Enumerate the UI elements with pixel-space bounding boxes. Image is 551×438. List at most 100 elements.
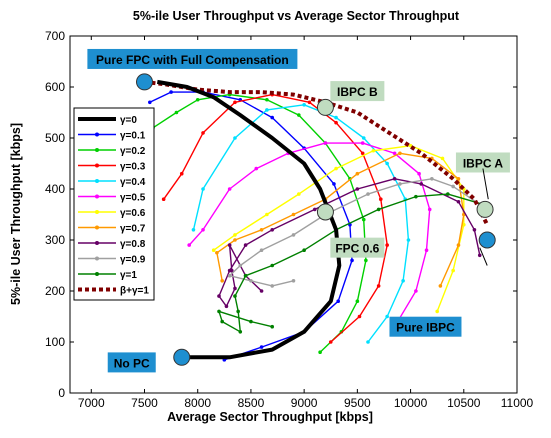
data-point (238, 330, 243, 334)
legend-marker (95, 210, 99, 214)
annotation-box (455, 152, 510, 173)
y-tick-label: 600 (45, 80, 65, 94)
data-point (456, 199, 461, 204)
marker-pure-fpc-with-full-compensation (136, 73, 153, 91)
data-point (328, 340, 333, 344)
data-point (201, 228, 205, 232)
annotation-ibpc-b: IBPC B (330, 81, 385, 102)
data-point (350, 258, 354, 263)
data-point (201, 187, 205, 191)
data-point (233, 238, 237, 242)
legend-item-0-1: γ=0.1 (78, 131, 146, 142)
x-tick-label: 7000 (78, 396, 105, 410)
data-point (233, 136, 237, 140)
x-tick-label: 10500 (447, 396, 481, 410)
data-point (385, 161, 389, 166)
legend-item-1: γ=1 (78, 270, 137, 281)
y-tick-label: 300 (45, 233, 65, 247)
chart-title: 5%-ile User Throughput vs Average Sector… (133, 9, 460, 23)
data-point (378, 197, 383, 201)
data-point (406, 238, 411, 242)
data-point (364, 258, 368, 263)
series-0-8 (217, 177, 482, 309)
x-tick-label: 9000 (291, 396, 318, 410)
x-tick-label: 7500 (131, 396, 158, 410)
legend: γ=0 γ=0.1 γ=0.2 γ=0.3 γ=0.4 γ=0.5 γ=0.6 γ=0.7 γ=… (73, 107, 155, 301)
data-point (233, 286, 237, 291)
data-point (424, 248, 429, 252)
annotation-pure-ibpc: Pure IBPC (389, 316, 462, 337)
data-point (236, 309, 240, 314)
data-point (312, 207, 317, 212)
legend-marker (95, 225, 99, 230)
marker-pure-ibpc (478, 231, 496, 249)
data-point (233, 100, 237, 105)
data-point (270, 263, 275, 268)
operating-point-markers (136, 73, 496, 366)
data-point (220, 279, 224, 283)
data-point (220, 319, 224, 324)
series-0-3 (161, 92, 389, 344)
data-point (233, 233, 237, 237)
series-0-6 (211, 143, 466, 314)
data-point (414, 289, 418, 293)
marker-ibpc-a (476, 200, 494, 218)
data-point (254, 166, 259, 171)
data-point (318, 350, 322, 355)
data-point (385, 243, 389, 247)
legend-marker (95, 163, 99, 168)
y-tick-label: 100 (45, 335, 65, 349)
data-point (307, 100, 312, 105)
y-tick-label: 200 (45, 284, 65, 298)
data-point (217, 309, 221, 314)
data-point (270, 228, 275, 232)
legend-marker (95, 132, 99, 137)
data-point (334, 115, 338, 120)
marker-fpc-0-6 (316, 203, 334, 221)
x-tick-label: 8500 (238, 396, 265, 410)
series-line (213, 144, 465, 312)
data-point (270, 284, 275, 288)
data-point (229, 268, 234, 273)
data-point (227, 273, 232, 278)
data-point (456, 243, 461, 247)
data-point (323, 141, 328, 145)
data-point (270, 115, 275, 120)
y-axis-label: 5%-ile User Throughput [kbps] (9, 123, 23, 305)
legend-label: γ=0.7 (120, 224, 146, 235)
legend-label: β+γ=1 (120, 286, 149, 297)
data-point (451, 184, 455, 189)
legend-label: γ=0.1 (120, 131, 146, 142)
data-point (211, 248, 216, 252)
data-point (401, 279, 405, 283)
data-point (265, 212, 269, 217)
data-point (456, 177, 461, 181)
legend-label: γ=0.3 (120, 162, 146, 173)
data-point (249, 279, 253, 283)
legend-label: γ=0.8 (120, 239, 146, 250)
legend-item-0-8: γ=0.8 (78, 239, 146, 250)
data-point (334, 120, 338, 125)
data-point (440, 156, 445, 161)
data-point (361, 136, 366, 140)
x-axis-ticks: 7000 7500 8000 8500 9000 9500 10000 10500 11000 (78, 36, 534, 410)
y-tick-label: 400 (45, 182, 65, 196)
legend-label: γ=0.4 (120, 177, 146, 188)
pointer-arrow-1 (482, 168, 489, 200)
data-point (201, 131, 205, 135)
x-axis-label: Average Sector Throughput [kbps] (167, 410, 373, 424)
marker-ibpc-b (316, 98, 334, 116)
marker-no-pc (173, 348, 191, 366)
legend-marker (95, 148, 99, 152)
data-point (392, 151, 397, 156)
data-point (472, 228, 477, 232)
x-tick-label: 10000 (394, 396, 428, 410)
data-point (438, 284, 443, 288)
data-point (435, 309, 439, 314)
data-point (265, 108, 269, 112)
data-point (366, 192, 370, 196)
legend-box (73, 107, 155, 301)
data-point (414, 194, 418, 199)
annotation-box (389, 316, 462, 337)
